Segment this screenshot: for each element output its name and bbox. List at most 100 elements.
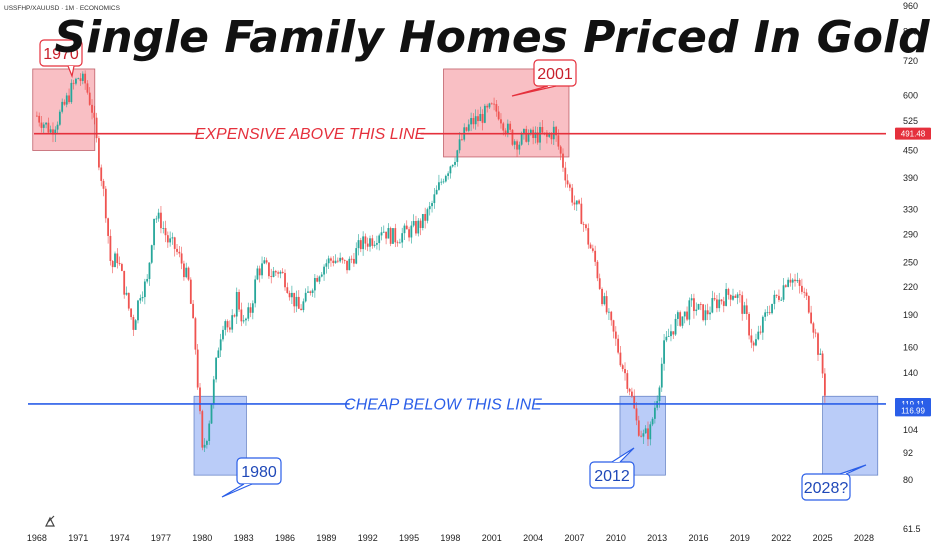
candle-body bbox=[81, 73, 84, 81]
candle-body bbox=[495, 104, 498, 112]
candle-body bbox=[68, 95, 70, 103]
candle-body bbox=[228, 327, 231, 330]
candle-body bbox=[490, 103, 493, 105]
lines-layer: EXPENSIVE ABOVE THIS LINE 491.48 CHEAP BEL… bbox=[28, 125, 931, 417]
candle-body bbox=[70, 82, 73, 103]
candle-body bbox=[796, 279, 799, 282]
candle-body bbox=[651, 418, 654, 425]
y-tick-label: 330 bbox=[903, 205, 918, 215]
candle-body bbox=[84, 73, 87, 84]
candle-body bbox=[449, 166, 452, 174]
candle-body bbox=[382, 231, 385, 233]
y-tick-label: 840 bbox=[903, 26, 918, 36]
candle-body bbox=[47, 122, 50, 133]
candle-body bbox=[350, 258, 353, 260]
candle-body bbox=[318, 276, 321, 282]
candle-body bbox=[658, 387, 661, 402]
candle-body bbox=[77, 78, 80, 80]
candle-body bbox=[293, 292, 296, 307]
candle-body bbox=[421, 213, 424, 228]
candle-body bbox=[355, 248, 358, 264]
candle-body bbox=[389, 228, 392, 244]
candle-body bbox=[467, 124, 470, 131]
candle-body bbox=[392, 228, 394, 244]
candle-body bbox=[396, 242, 399, 244]
x-tick-label: 1983 bbox=[234, 533, 254, 543]
candle-body bbox=[327, 258, 330, 264]
candle-body bbox=[114, 253, 116, 268]
candle-body bbox=[187, 267, 190, 280]
y-tick-label: 600 bbox=[903, 91, 918, 101]
candle-body bbox=[35, 115, 38, 117]
candle-body bbox=[431, 203, 433, 207]
price-tag-last: 116.99 bbox=[895, 404, 931, 417]
candle-body bbox=[605, 296, 608, 313]
candle-body bbox=[477, 116, 479, 122]
callout-2028: 2028? bbox=[801, 464, 867, 501]
candle-body bbox=[222, 329, 224, 340]
x-tick-label: 1989 bbox=[316, 533, 336, 543]
candle-body bbox=[548, 134, 551, 137]
candle-body bbox=[180, 253, 183, 264]
x-tick-label: 2022 bbox=[771, 533, 791, 543]
candle-body bbox=[58, 111, 61, 125]
candle-body bbox=[523, 128, 525, 134]
candle-body bbox=[65, 95, 68, 105]
candle-body bbox=[780, 299, 783, 301]
svg-text:2028?: 2028? bbox=[804, 480, 849, 497]
candle-body bbox=[212, 379, 215, 405]
candle-body bbox=[438, 182, 440, 190]
candle-body bbox=[79, 78, 82, 81]
candle-body bbox=[148, 262, 151, 279]
candle-body bbox=[688, 300, 691, 320]
candle-body bbox=[153, 218, 155, 246]
candle-body bbox=[709, 312, 711, 315]
callout-1980: 1980 bbox=[221, 457, 282, 498]
candle-body bbox=[111, 260, 114, 268]
candle-body bbox=[394, 228, 397, 243]
candle-body bbox=[307, 291, 309, 293]
candle-body bbox=[150, 245, 153, 263]
y-tick-label: 450 bbox=[903, 145, 918, 155]
candle-body bbox=[286, 287, 289, 293]
candle-body bbox=[536, 132, 539, 143]
candle-body bbox=[807, 296, 810, 313]
x-tick-label: 1992 bbox=[358, 533, 378, 543]
candle-body bbox=[591, 248, 594, 251]
candle-body bbox=[693, 298, 695, 312]
candle-body bbox=[61, 101, 64, 112]
candle-body bbox=[268, 262, 270, 277]
candle-body bbox=[42, 124, 45, 128]
candle-body bbox=[143, 281, 146, 298]
candle-body bbox=[787, 279, 790, 287]
candle-body bbox=[364, 236, 367, 244]
line-label: EXPENSIVE ABOVE THIS LINE bbox=[195, 126, 426, 143]
candle-body bbox=[672, 331, 675, 335]
candle-body bbox=[102, 180, 105, 189]
svg-text:2001: 2001 bbox=[537, 66, 573, 83]
candle-body bbox=[40, 122, 43, 128]
candle-body bbox=[169, 238, 172, 243]
candle-body bbox=[748, 313, 750, 336]
candle-body bbox=[631, 391, 633, 397]
candle-body bbox=[814, 332, 817, 334]
candle-body bbox=[697, 304, 700, 310]
candle-body bbox=[644, 428, 647, 434]
candle-body bbox=[493, 103, 495, 105]
candle-body bbox=[362, 236, 365, 250]
candle-body bbox=[582, 224, 585, 225]
candle-body bbox=[376, 243, 378, 245]
candle-body bbox=[410, 225, 413, 238]
candle-body bbox=[231, 315, 234, 330]
candle-body bbox=[295, 296, 298, 307]
candle-body bbox=[513, 141, 516, 145]
candle-body bbox=[585, 224, 587, 229]
candle-body bbox=[343, 259, 346, 261]
candle-body bbox=[755, 339, 757, 346]
candle-body bbox=[405, 225, 408, 230]
candle-body bbox=[456, 150, 459, 162]
candle-body bbox=[75, 78, 77, 84]
candle-body bbox=[401, 233, 404, 243]
candle-body bbox=[794, 279, 796, 282]
candle-body bbox=[764, 312, 767, 317]
